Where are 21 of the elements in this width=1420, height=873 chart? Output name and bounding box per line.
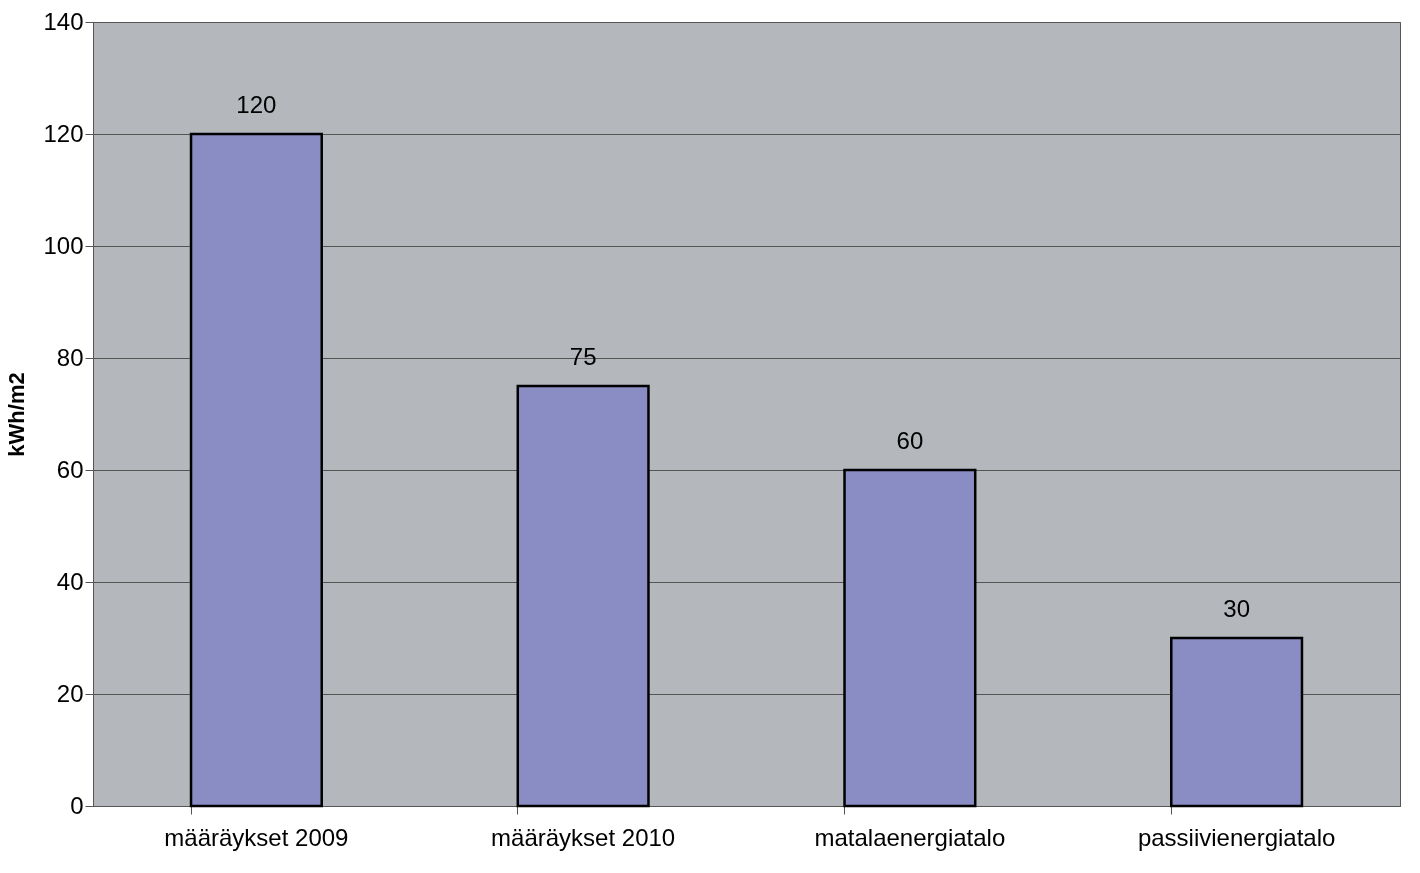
data-label: 75	[569, 343, 597, 370]
x-tick-label: passiivienergiatalo	[1137, 823, 1336, 851]
data-label: 120	[236, 91, 277, 118]
data-label: 60	[896, 427, 924, 454]
y-axis-title: kWh/m2	[4, 372, 30, 457]
x-tick-label: matalaenergiatalo	[814, 823, 1006, 851]
bar	[189, 132, 323, 808]
y-tick-label: 40	[56, 567, 84, 595]
y-tick-label: 20	[56, 679, 84, 707]
bar	[843, 468, 977, 808]
y-tick-label: 80	[56, 343, 84, 371]
y-tick-label: 140	[43, 7, 84, 35]
x-tick-label: määräykset 2009	[164, 823, 349, 851]
x-tick-label: määräykset 2010	[491, 823, 676, 851]
y-tick-label: 60	[56, 455, 84, 483]
bar	[516, 384, 650, 808]
data-label: 30	[1223, 595, 1250, 622]
y-tick-label: 0	[70, 791, 84, 819]
y-tick-label: 100	[43, 231, 84, 259]
bar	[1170, 636, 1304, 808]
y-tick-label: 120	[43, 119, 84, 147]
